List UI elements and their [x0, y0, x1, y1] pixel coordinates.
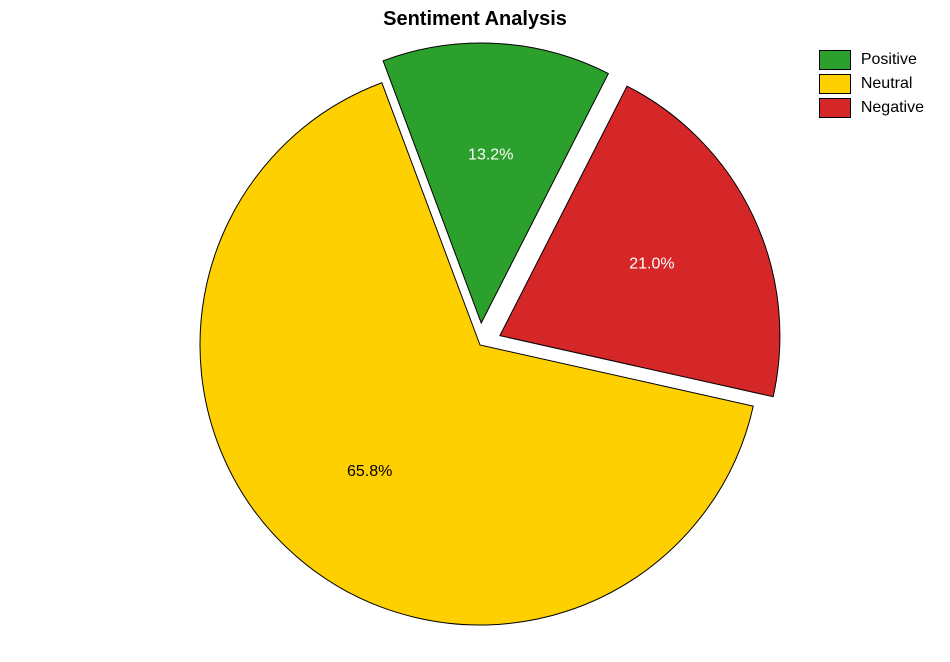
legend-item-negative: Negative: [819, 96, 924, 120]
pie-chart: 13.2% 65.8% 21.0%: [0, 40, 950, 662]
chart-container: Sentiment Analysis 13.2% 65.8% 21.0% Posit…: [0, 0, 950, 662]
slice-label-neutral: 65.8%: [347, 463, 392, 480]
legend-label: Neutral: [861, 75, 913, 93]
chart-title: Sentiment Analysis: [0, 8, 950, 31]
slice-label-positive: 13.2%: [468, 147, 513, 164]
slice-label-negative: 21.0%: [629, 255, 674, 272]
legend-swatch: [819, 50, 851, 70]
legend-item-neutral: Neutral: [819, 72, 924, 96]
legend-swatch: [819, 74, 851, 94]
legend: Positive Neutral Negative: [819, 48, 924, 120]
legend-item-positive: Positive: [819, 48, 924, 72]
legend-swatch: [819, 98, 851, 118]
legend-label: Negative: [861, 99, 924, 117]
legend-label: Positive: [861, 51, 917, 69]
